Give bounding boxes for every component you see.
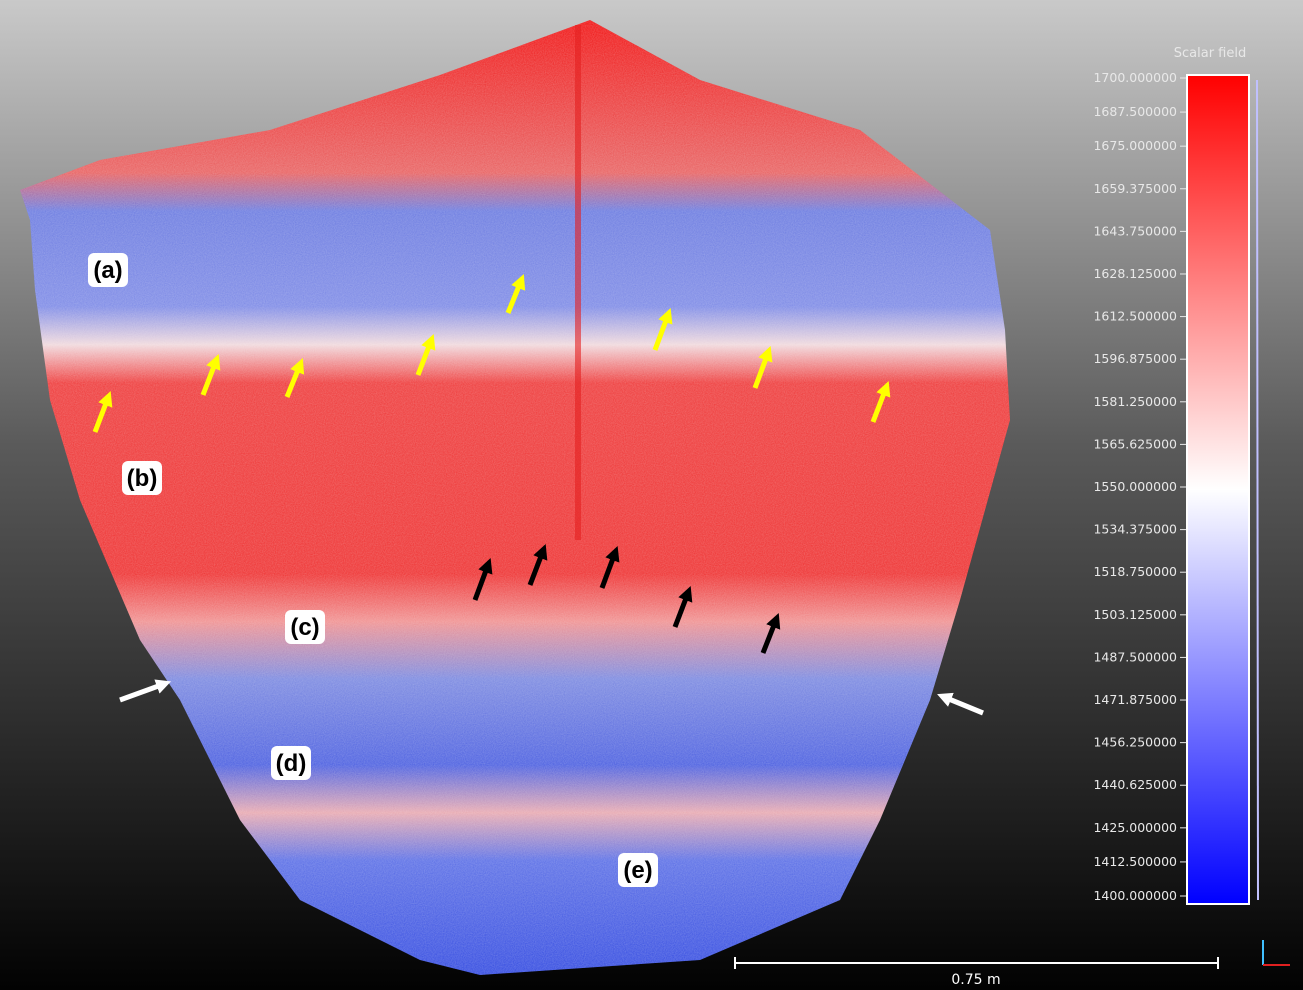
- tick-label: 1581.250000: [1093, 394, 1177, 409]
- tick-label: 1487.500000: [1093, 649, 1177, 664]
- tick-label: 1456.250000: [1093, 735, 1177, 750]
- tick-label: 1412.500000: [1093, 854, 1177, 869]
- tick-label: 1440.625000: [1093, 777, 1177, 792]
- viewer: Scalar field 0.75 m 1700.000000 1687.5000…: [0, 0, 1303, 990]
- tick-label: 1643.750000: [1093, 223, 1177, 238]
- panel-label: (a): [93, 257, 122, 284]
- tick-label: 1534.375000: [1093, 522, 1177, 537]
- colorbar-title: Scalar field: [1174, 46, 1246, 61]
- tick-label: 1675.000000: [1093, 138, 1177, 153]
- panel-label: (e): [623, 857, 652, 884]
- panel-label: (b): [127, 465, 158, 492]
- tick-label: 1612.500000: [1093, 309, 1177, 324]
- scale-bar-label: 0.75 m: [951, 972, 1000, 988]
- panel-label: (d): [276, 750, 307, 777]
- tick-label: 1471.875000: [1093, 692, 1177, 707]
- histogram: [1257, 80, 1258, 900]
- tick-label: 1550.000000: [1093, 479, 1177, 494]
- tick-label: 1596.875000: [1093, 351, 1177, 366]
- tick-label: 1503.125000: [1093, 607, 1177, 622]
- panel-label: (c): [290, 614, 319, 641]
- tick-label: 1425.000000: [1093, 820, 1177, 835]
- tick-label: 1659.375000: [1093, 181, 1177, 196]
- tick-label: 1400.000000: [1093, 888, 1177, 903]
- colorbar: [1187, 75, 1249, 904]
- tick-label: 1565.625000: [1093, 436, 1177, 451]
- tick-label: 1700.000000: [1093, 70, 1177, 85]
- tick-label: 1687.500000: [1093, 104, 1177, 119]
- tick-label: 1518.750000: [1093, 564, 1177, 579]
- tick-label: 1628.125000: [1093, 266, 1177, 281]
